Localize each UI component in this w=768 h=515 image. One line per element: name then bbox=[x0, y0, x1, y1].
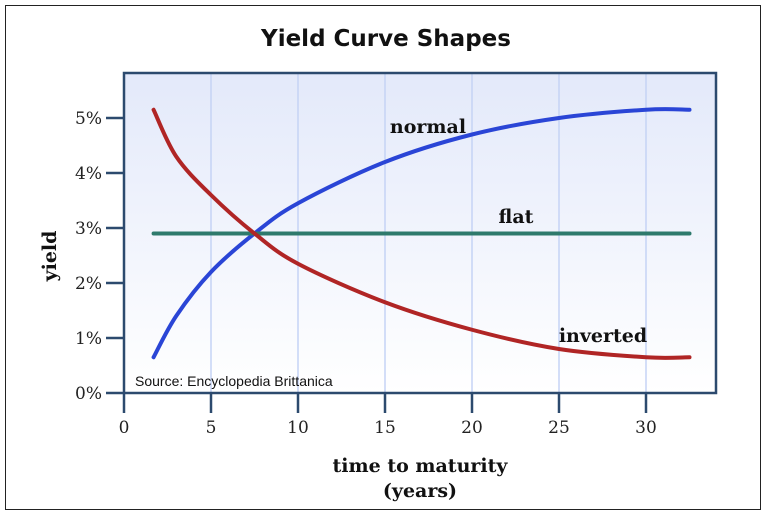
x-tick-label: 30 bbox=[635, 418, 657, 438]
source-note: Source: Encyclopedia Brittanica bbox=[135, 373, 333, 389]
x-tick-label: 25 bbox=[548, 418, 570, 438]
y-tick-label: 1% bbox=[75, 329, 102, 349]
chart-title: Yield Curve Shapes bbox=[260, 26, 511, 52]
x-tick-label: 15 bbox=[374, 418, 396, 438]
y-axis-label: yield bbox=[39, 231, 61, 283]
x-tick-label: 5 bbox=[206, 418, 217, 438]
series-line-normal bbox=[151, 107, 692, 360]
label-inverted: inverted bbox=[559, 325, 647, 347]
chart-frame bbox=[5, 5, 761, 510]
y-tick-label: 3% bbox=[75, 219, 102, 239]
plot-border bbox=[122, 71, 718, 395]
series-line-inverted bbox=[151, 107, 692, 360]
x-axis-label: time to maturity bbox=[333, 455, 509, 477]
label-normal: normal bbox=[390, 116, 466, 138]
y-tick-label: 5% bbox=[75, 109, 102, 129]
x-axis-unit: (years) bbox=[383, 480, 457, 502]
y-tick-label: 4% bbox=[75, 164, 102, 184]
label-flat: flat bbox=[499, 206, 534, 228]
x-tick-label: 10 bbox=[287, 418, 309, 438]
x-tick-label: 20 bbox=[461, 418, 483, 438]
y-tick-label: 2% bbox=[75, 274, 102, 294]
y-tick-label: 0% bbox=[75, 384, 102, 404]
x-tick-label: 0 bbox=[119, 418, 130, 438]
